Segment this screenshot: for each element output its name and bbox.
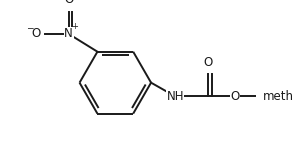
Text: −: − [26,23,34,32]
Text: methyl: methyl [263,90,292,103]
Text: O: O [230,90,240,103]
Text: O: O [204,56,213,69]
Text: O: O [31,27,40,40]
Text: N: N [64,27,73,40]
Text: NH: NH [166,90,184,103]
Text: +: + [71,22,78,31]
Text: O: O [64,0,73,6]
